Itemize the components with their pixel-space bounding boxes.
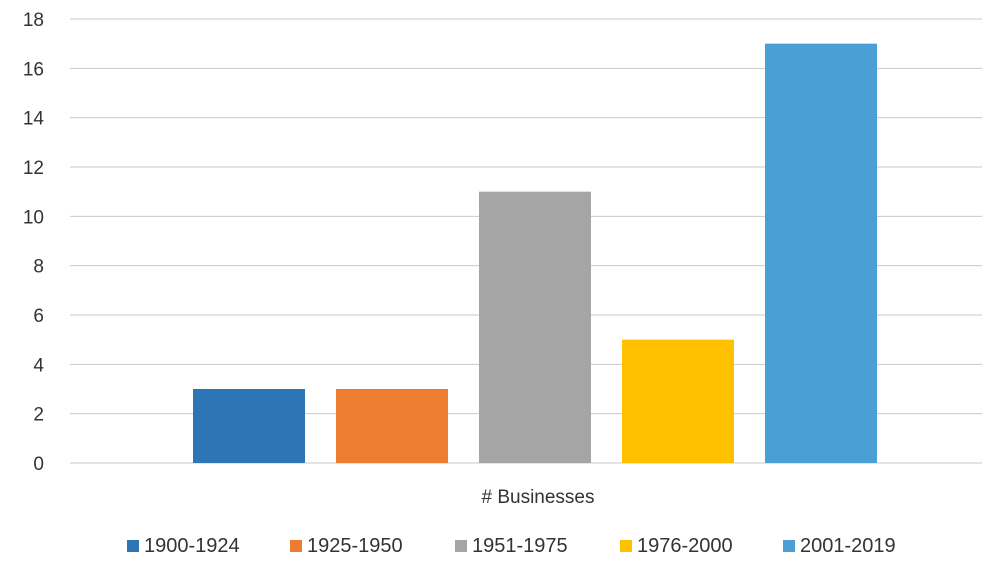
legend-label: 1900-1924 xyxy=(144,535,240,557)
bar-2001-2019 xyxy=(765,43,877,464)
y-axis-tick-labels: 0 2 4 6 8 10 12 14 16 18 xyxy=(23,10,45,475)
bars xyxy=(193,43,877,464)
bar-1925-1950 xyxy=(336,389,448,463)
bar-1900-1924 xyxy=(193,389,305,463)
y-tick-label: 0 xyxy=(33,454,44,475)
y-tick-label: 2 xyxy=(33,405,44,426)
legend-label: 1976-2000 xyxy=(637,535,733,557)
legend-item-1951-1975: 1951-1975 xyxy=(455,535,568,557)
y-tick-label: 14 xyxy=(23,109,45,130)
legend-swatch xyxy=(783,540,795,552)
y-tick-label: 4 xyxy=(33,355,44,376)
y-tick-label: 18 xyxy=(23,10,44,31)
legend-swatch xyxy=(620,540,632,552)
y-tick-label: 10 xyxy=(23,207,44,228)
bar-1951-1975 xyxy=(479,191,591,463)
y-tick-label: 12 xyxy=(23,158,44,179)
legend-swatch xyxy=(290,540,302,552)
legend-item-1900-1924: 1900-1924 xyxy=(127,535,240,557)
legend-swatch xyxy=(127,540,139,552)
legend-swatch xyxy=(455,540,467,552)
x-axis-label: # Businesses xyxy=(481,487,594,508)
y-tick-label: 8 xyxy=(33,257,44,278)
y-tick-label: 6 xyxy=(33,306,44,327)
y-tick-label: 16 xyxy=(23,59,44,80)
legend-item-1976-2000: 1976-2000 xyxy=(620,535,733,557)
legend-label: 1925-1950 xyxy=(307,535,403,557)
legend: 1900-1924 1925-1950 1951-1975 1976-2000 2001… xyxy=(127,535,896,557)
bar-1976-2000 xyxy=(622,339,734,463)
legend-item-1925-1950: 1925-1950 xyxy=(290,535,403,557)
legend-label: 1951-1975 xyxy=(472,535,568,557)
legend-label: 2001-2019 xyxy=(800,535,896,557)
legend-item-2001-2019: 2001-2019 xyxy=(783,535,896,557)
